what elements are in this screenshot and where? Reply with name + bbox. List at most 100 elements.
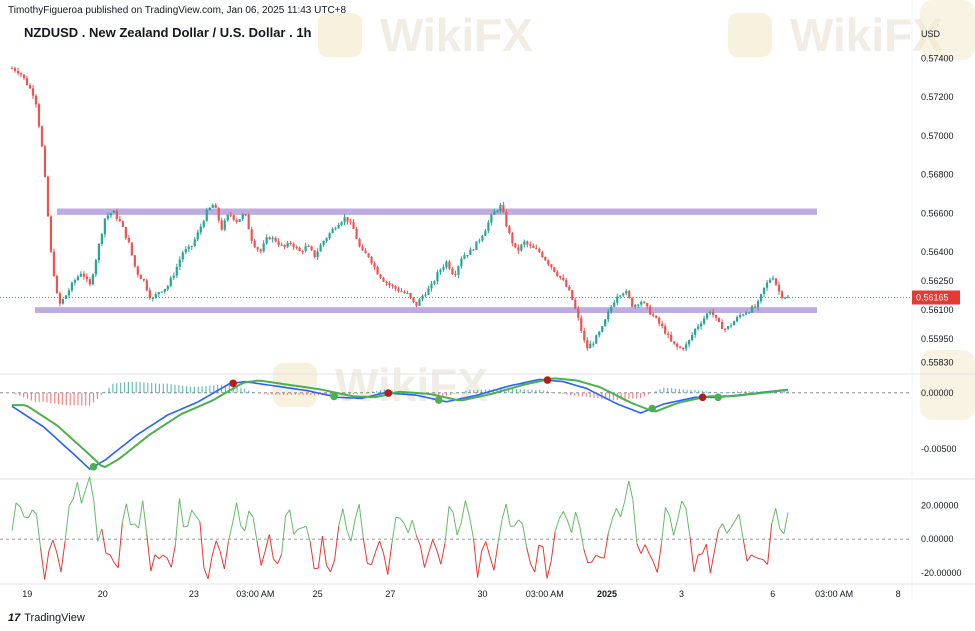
candle-body <box>196 232 199 240</box>
candle <box>738 312 742 319</box>
oscillator-segment <box>751 554 756 558</box>
candle <box>274 236 277 243</box>
candle <box>780 290 784 300</box>
candle-body <box>753 306 757 308</box>
candle-body <box>244 214 247 216</box>
candle-body <box>732 321 736 326</box>
chart-title[interactable]: NZDUSD . New Zealand Dollar / U.S. Dolla… <box>24 25 312 40</box>
oscillator-segment <box>93 499 99 542</box>
candle-body <box>592 343 595 345</box>
time-tick-label: 19 <box>22 589 32 599</box>
candle <box>667 331 670 339</box>
candle <box>720 319 724 329</box>
oscillator-segment <box>546 561 552 579</box>
candle <box>664 323 667 335</box>
candle-body <box>136 266 139 275</box>
candle <box>565 277 568 288</box>
candle-body <box>661 323 664 327</box>
candle <box>346 217 349 225</box>
candle <box>109 212 112 219</box>
price-tick-label: 0.57400 <box>921 54 954 64</box>
candle-body <box>316 251 319 258</box>
candle <box>502 201 505 213</box>
oscillator-segment <box>730 520 736 529</box>
candle-body <box>703 318 706 324</box>
oscillator-segment <box>742 538 748 562</box>
tradingview-footer[interactable]: 17 TradingView <box>8 612 85 624</box>
oscillator-segment <box>203 567 209 580</box>
candle-body <box>514 243 517 248</box>
candle-body <box>574 299 577 309</box>
oscillator-segment <box>317 536 323 569</box>
macd-cross-dot <box>384 389 393 397</box>
resistance-zone <box>57 208 817 215</box>
candle <box>454 270 457 278</box>
candle <box>768 277 772 284</box>
oscillator-segment <box>379 540 385 555</box>
candle <box>145 278 148 292</box>
oscillator-segment <box>305 526 311 542</box>
oscillator-segment <box>391 517 397 544</box>
candle <box>442 264 445 272</box>
oscillator-segment <box>370 551 376 565</box>
oscillator-segment <box>464 500 470 517</box>
candle <box>508 225 511 235</box>
candle <box>520 243 523 252</box>
candle-body <box>124 226 127 239</box>
candle-body <box>565 279 568 287</box>
price-tick-label: 0.55830 <box>921 357 954 367</box>
candle-body <box>786 296 790 298</box>
candle <box>103 218 106 238</box>
candle-body <box>768 279 772 283</box>
macd-cross-dot <box>435 396 443 404</box>
candle <box>673 341 676 345</box>
candle-body <box>391 285 394 287</box>
candle-body <box>31 88 35 96</box>
candle <box>280 242 283 246</box>
oscillator-segment <box>342 508 348 531</box>
candle <box>376 265 379 275</box>
candle-body <box>430 283 433 289</box>
candle-body <box>229 214 232 216</box>
candle <box>445 260 448 270</box>
oscillator-segment <box>566 520 573 533</box>
oscillator-segment <box>89 476 95 500</box>
oscillator-segment <box>419 545 425 568</box>
candle <box>762 287 766 298</box>
candle-body <box>529 244 532 246</box>
candle-body <box>46 176 50 217</box>
candle <box>256 246 259 253</box>
oscillator-segment <box>767 523 773 565</box>
candle <box>481 234 484 243</box>
candle <box>637 303 640 309</box>
oscillator-segment <box>510 525 515 527</box>
candle <box>523 239 526 248</box>
candle-body <box>355 228 358 240</box>
candle <box>412 297 415 304</box>
oscillator-segment <box>518 519 523 525</box>
oscillator-segment <box>130 523 135 526</box>
candle <box>490 213 493 226</box>
candle-body <box>262 243 265 252</box>
candle-body <box>421 295 424 300</box>
oscillator-segment <box>481 541 487 552</box>
candle <box>385 280 388 286</box>
candle-body <box>759 294 763 302</box>
oscillator-tick-label: -20.00000 <box>921 568 962 578</box>
oscillator-segment <box>350 519 356 542</box>
candle <box>301 249 304 255</box>
candle-body <box>82 273 86 277</box>
candle <box>726 325 730 331</box>
candle <box>514 243 517 249</box>
candle <box>130 242 133 257</box>
candle-body <box>349 221 352 223</box>
candle-body <box>400 291 403 293</box>
oscillator-segment <box>428 539 434 554</box>
candle <box>196 229 199 242</box>
candle-body <box>346 217 349 222</box>
candle <box>756 299 760 311</box>
candle-body <box>79 273 83 277</box>
candle-body <box>286 242 289 247</box>
candle-body <box>16 70 20 74</box>
